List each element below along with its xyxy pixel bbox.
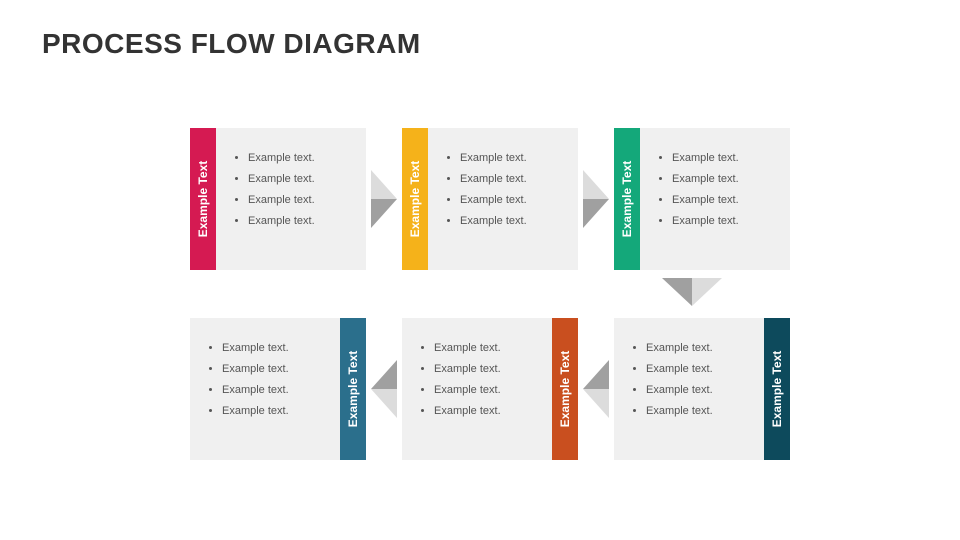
arrow-left-icon <box>371 360 397 418</box>
step-bullet: Example text. <box>460 211 568 232</box>
step-tab: Example Text <box>614 128 640 270</box>
step-bullet: Example text. <box>434 359 542 380</box>
step-bullet: Example text. <box>222 359 330 380</box>
step-bullet: Example text. <box>672 190 780 211</box>
step-body: Example text. Example text. Example text… <box>428 128 578 270</box>
step-bullet: Example text. <box>672 211 780 232</box>
flow-step: Example Text Example text. Example text.… <box>402 128 578 270</box>
arrow-left-icon <box>583 360 609 418</box>
step-bullet: Example text. <box>434 380 542 401</box>
step-bullet: Example text. <box>646 359 754 380</box>
step-bullet: Example text. <box>672 148 780 169</box>
flow-row-top: Example Text Example text. Example text.… <box>190 128 790 270</box>
step-bullet: Example text. <box>460 169 568 190</box>
step-bullet: Example text. <box>248 190 356 211</box>
step-tab: Example Text <box>764 318 790 460</box>
step-tab-label: Example Text <box>346 351 360 427</box>
step-bullet: Example text. <box>460 190 568 211</box>
step-tab: Example Text <box>402 128 428 270</box>
step-bullet: Example text. <box>434 338 542 359</box>
step-tab: Example Text <box>552 318 578 460</box>
step-bullet: Example text. <box>646 401 754 422</box>
flow-row-bottom: Example text. Example text. Example text… <box>190 318 790 460</box>
step-bullet: Example text. <box>222 380 330 401</box>
step-tab-label: Example Text <box>196 161 210 237</box>
flow-step: Example text. Example text. Example text… <box>614 318 790 460</box>
step-tab-label: Example Text <box>620 161 634 237</box>
step-bullet: Example text. <box>646 380 754 401</box>
flow-step: Example Text Example text. Example text.… <box>190 128 366 270</box>
step-bullet: Example text. <box>646 338 754 359</box>
step-body: Example text. Example text. Example text… <box>614 318 764 460</box>
arrow-down-icon <box>662 278 722 306</box>
step-bullet: Example text. <box>248 148 356 169</box>
flow-step: Example text. Example text. Example text… <box>190 318 366 460</box>
step-bullet: Example text. <box>434 401 542 422</box>
step-body: Example text. Example text. Example text… <box>640 128 790 270</box>
step-bullet: Example text. <box>222 401 330 422</box>
arrow-right-icon <box>371 170 397 228</box>
step-bullet: Example text. <box>672 169 780 190</box>
step-tab-label: Example Text <box>558 351 572 427</box>
step-body: Example text. Example text. Example text… <box>190 318 340 460</box>
step-bullet: Example text. <box>222 338 330 359</box>
page-title: PROCESS FLOW DIAGRAM <box>42 28 421 60</box>
step-bullet: Example text. <box>460 148 568 169</box>
step-tab-label: Example Text <box>770 351 784 427</box>
step-body: Example text. Example text. Example text… <box>216 128 366 270</box>
step-tab: Example Text <box>190 128 216 270</box>
arrow-right-icon <box>583 170 609 228</box>
step-tab-label: Example Text <box>408 161 422 237</box>
flow-step: Example Text Example text. Example text.… <box>614 128 790 270</box>
step-bullet: Example text. <box>248 211 356 232</box>
step-bullet: Example text. <box>248 169 356 190</box>
step-body: Example text. Example text. Example text… <box>402 318 552 460</box>
step-tab: Example Text <box>340 318 366 460</box>
flow-step: Example text. Example text. Example text… <box>402 318 578 460</box>
